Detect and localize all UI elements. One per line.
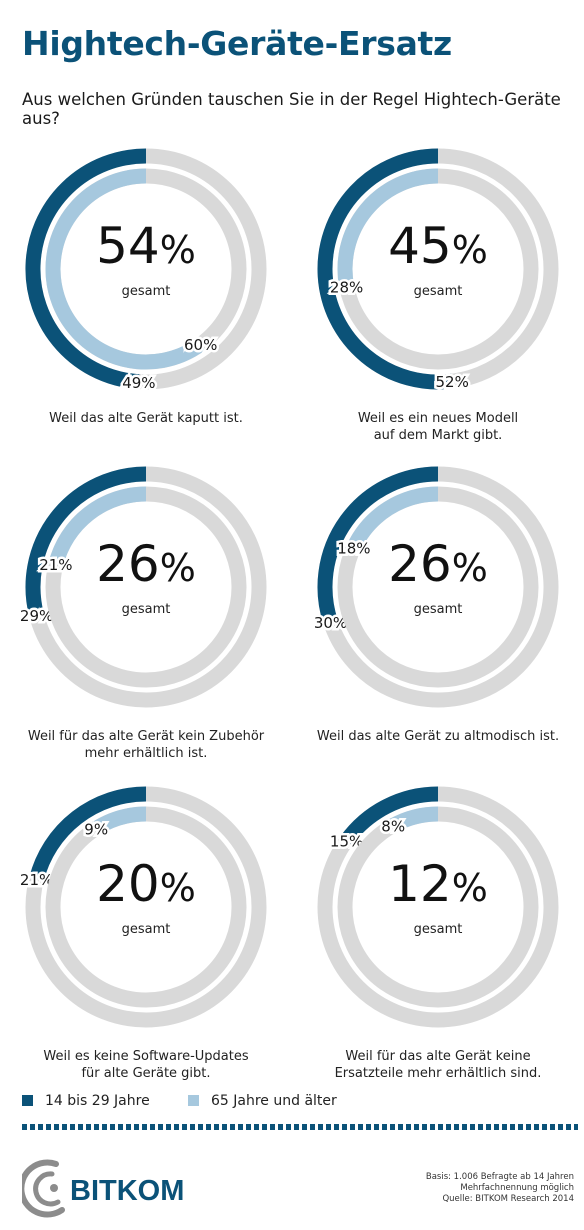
caption-line: für alte Geräte gibt.	[81, 1066, 211, 1081]
bitkom-logo: BITKOM	[22, 1159, 184, 1218]
legend-swatch-old	[188, 1095, 199, 1106]
donut-chart: 52% 28%	[317, 148, 559, 394]
donut-chart-panel: 21% 9% 20% gesamt Weil es keine Software-Upd…	[0, 776, 292, 1096]
old-value-label: 8%	[381, 818, 405, 836]
percent-sign: %	[451, 866, 488, 910]
donut-chart-panel: 52% 28% 45% gesamt Weil es ein neues Modell a…	[292, 138, 584, 458]
total-label: gesamt	[413, 284, 463, 299]
source-note: Basis: 1.006 Befragte ab 14 Jahren Mehrf…	[426, 1172, 574, 1205]
young-arc	[25, 148, 147, 390]
total-label: gesamt	[121, 922, 171, 937]
total-percent: 20%	[0, 854, 292, 918]
young-arc	[29, 786, 147, 881]
legend-label-young: 14 bis 29 Jahre	[45, 1093, 150, 1109]
legend-item-old: 65 Jahre und älter	[188, 1093, 337, 1109]
footer-line-source: Quelle: BITKOM Research 2014	[442, 1194, 574, 1204]
young-value-label: 21%	[20, 871, 53, 889]
caption-line: Weil das alte Gerät kaputt ist.	[49, 411, 243, 426]
old-arc	[48, 486, 147, 566]
old-value-label: 28%	[330, 278, 363, 296]
caption-line: Ersatzteile mehr erhältlich sind.	[334, 1066, 542, 1081]
young-value-label: 52%	[436, 373, 469, 391]
total-percent: 26%	[292, 534, 584, 598]
caption-line: Weil es ein neues Modell	[357, 411, 519, 426]
legend-item-young: 14 bis 29 Jahre	[22, 1093, 150, 1109]
reason-caption: Weil das alte Gerät zu altmodisch ist.	[312, 728, 564, 745]
caption-line: Weil es keine Software-Updates	[43, 1049, 249, 1064]
caption-line: mehr erhältlich ist.	[84, 746, 208, 761]
reason-caption: Weil für das alte Gerät keine Ersatzteile…	[312, 1048, 564, 1082]
percent-sign: %	[159, 546, 196, 590]
donut-chart: 49% 60%	[25, 148, 267, 394]
old-arc	[45, 168, 206, 370]
old-value-label: 9%	[84, 821, 108, 839]
reason-caption: Weil das alte Gerät kaputt ist.	[20, 410, 272, 427]
young-arc	[340, 786, 439, 846]
page-title: Hightech-Geräte-Ersatz	[22, 24, 452, 63]
percent-sign: %	[159, 228, 196, 272]
total-percent: 12%	[292, 854, 584, 918]
total-value: 45	[388, 217, 452, 275]
total-value: 12	[388, 855, 452, 913]
caption-line: Weil für das alte Gerät keine	[345, 1049, 531, 1064]
young-value-label: 29%	[20, 607, 53, 625]
donut-chart: 15% 8%	[317, 786, 559, 1028]
old-arc	[337, 168, 439, 288]
percent-sign: %	[159, 866, 196, 910]
legend-label-old: 65 Jahre und älter	[211, 1093, 337, 1109]
caption-line: auf dem Markt gibt.	[373, 428, 503, 443]
caption-line: Weil für das alte Gerät kein Zubehör	[27, 729, 265, 744]
total-label: gesamt	[121, 602, 171, 617]
total-value: 54	[96, 217, 160, 275]
dashed-divider	[22, 1124, 578, 1130]
donut-chart: 30% 18%	[311, 466, 559, 708]
total-label: gesamt	[413, 602, 463, 617]
donut-chart-panel: 49% 60% 54% gesamt Weil das alte Gerät kaput…	[0, 138, 292, 458]
total-label: gesamt	[413, 922, 463, 937]
old-arc	[347, 486, 439, 551]
total-percent: 54%	[0, 216, 292, 280]
legend-swatch-young	[22, 1095, 33, 1106]
young-value-label: 15%	[330, 833, 363, 851]
total-percent: 45%	[292, 216, 584, 280]
reason-caption: Weil es ein neues Modell auf dem Markt gi…	[312, 410, 564, 444]
total-value: 26	[388, 535, 452, 593]
total-percent: 26%	[0, 534, 292, 598]
survey-question: Aus welchen Gründen tauschen Sie in der …	[22, 90, 561, 128]
reason-caption: Weil es keine Software-Updates für alte G…	[20, 1048, 272, 1082]
donut-chart-panel: 15% 8% 12% gesamt Weil für das alte Gerät ke…	[292, 776, 584, 1096]
percent-sign: %	[451, 228, 488, 272]
donut-chart: 29% 21%	[17, 466, 267, 708]
footer-line-multi: Mehrfachnennung möglich	[460, 1183, 574, 1193]
donut-chart-panel: 30% 18% 26% gesamt Weil das alte Gerät zu al…	[292, 456, 584, 776]
young-arc	[25, 466, 147, 617]
total-value: 26	[96, 535, 160, 593]
old-value-label: 21%	[39, 556, 72, 574]
donut-chart-panel: 29% 21% 26% gesamt Weil für das alte Gerät k…	[0, 456, 292, 776]
old-arc	[92, 806, 147, 835]
old-value-label: 60%	[184, 336, 217, 354]
young-arc	[317, 148, 454, 390]
total-label: gesamt	[121, 284, 171, 299]
total-value: 20	[96, 855, 160, 913]
young-value-label: 49%	[122, 374, 155, 392]
old-arc	[389, 806, 439, 833]
young-value-label: 30%	[314, 614, 347, 632]
footer-line-base: Basis: 1.006 Befragte ab 14 Jahren	[425, 1172, 574, 1182]
young-arc	[317, 466, 439, 625]
caption-line: Weil das alte Gerät zu altmodisch ist.	[316, 729, 560, 744]
reason-caption: Weil für das alte Gerät kein Zubehör mehr…	[20, 728, 272, 762]
old-value-label: 18%	[337, 539, 370, 557]
logo-text: BITKOM	[70, 1175, 184, 1207]
donut-chart: 21% 9%	[17, 786, 267, 1028]
percent-sign: %	[451, 546, 488, 590]
